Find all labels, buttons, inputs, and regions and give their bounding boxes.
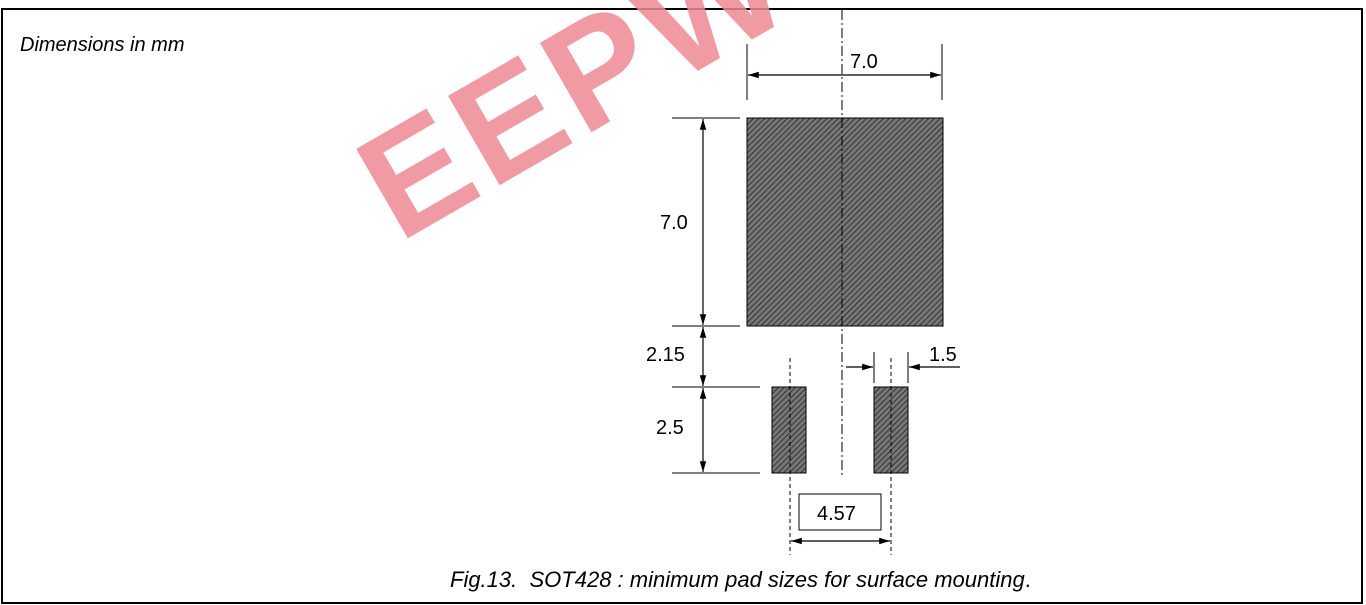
figure-number: Fig.13. — [450, 567, 518, 592]
pitch-label: 4.57 — [817, 503, 856, 525]
large-pad — [746, 117, 944, 327]
pitch-label-box — [798, 493, 882, 531]
small-pad-width-label: 1.5 — [929, 344, 957, 366]
pad-height-label: 7.0 — [660, 212, 688, 234]
watermark: EEPW — [331, 0, 818, 271]
watermark-text: EEPW — [331, 0, 818, 271]
dimensions-note: Dimensions in mm — [20, 34, 185, 56]
figure-caption: Fig.13. SOT428 : minimum pad sizes for s… — [450, 567, 1031, 593]
figure-caption-end: . — [1024, 567, 1031, 592]
figure-frame — [1, 8, 1363, 604]
top-width-label: 7.0 — [850, 51, 878, 73]
small-pad-left — [771, 386, 807, 474]
gap-label: 2.15 — [646, 344, 685, 366]
figure-caption-text: SOT428 : minimum pad sizes for surface m… — [529, 567, 1025, 592]
small-pad-height-label: 2.5 — [656, 417, 684, 439]
